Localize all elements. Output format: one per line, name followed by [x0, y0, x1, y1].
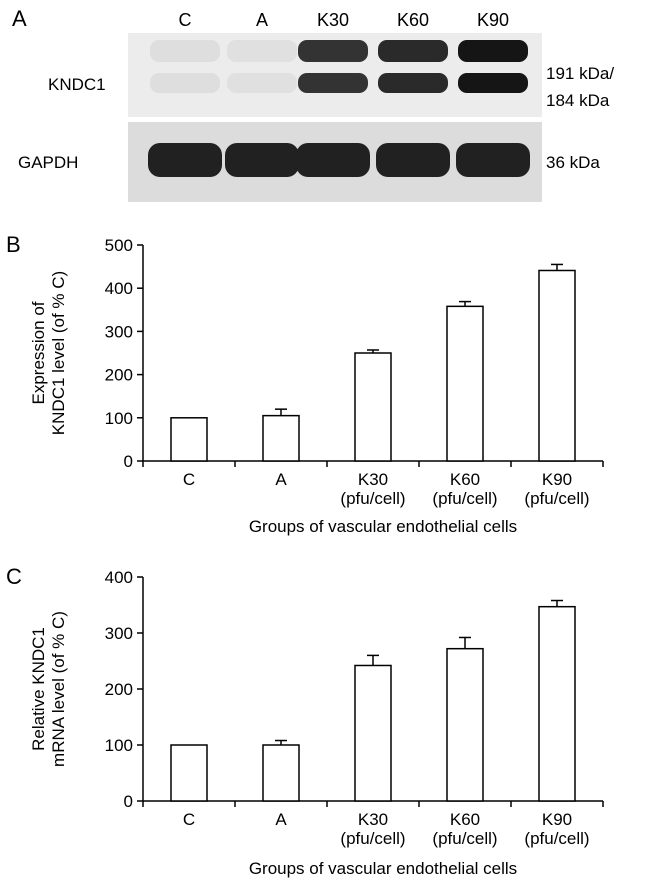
kndc1-band-lower-c — [150, 73, 220, 93]
x-tick-label-b-k60: K60 — [450, 470, 480, 489]
panel-b-letter: B — [6, 232, 21, 257]
x-tick-label-b-c: C — [183, 470, 195, 489]
kndc1-band-upper-k60 — [378, 40, 448, 62]
bar-c-k60 — [446, 647, 484, 802]
y-tick-label-c-400: 400 — [105, 568, 133, 587]
lane-label-a: A — [256, 10, 268, 30]
gapdh-blot-label: GAPDH — [18, 153, 78, 172]
bar-b-k60 — [446, 305, 484, 462]
y-axis-label-b-line1: Expression of — [29, 301, 48, 404]
panel-c-letter: C — [6, 564, 22, 589]
y-tick-label-b-400: 400 — [105, 279, 133, 298]
y-tick-label-b-0: 0 — [124, 452, 133, 471]
x-tick-label-b-a: A — [275, 470, 287, 489]
x-tick-label-b-k90-unit: (pfu/cell) — [524, 489, 589, 508]
bar-c-a — [262, 744, 300, 802]
kndc1-bands — [150, 40, 528, 93]
gapdh-band-k30 — [296, 143, 370, 177]
kndc1-blot-label: KNDC1 — [48, 75, 106, 94]
bar-c-k90 — [538, 605, 576, 802]
lane-label-k60: K60 — [397, 10, 429, 30]
gapdh-band-a — [225, 143, 299, 177]
x-axis-label-c: Groups of vascular endothelial cells — [249, 859, 517, 878]
kndc1-band-upper-a — [227, 40, 297, 62]
kndc1-size-label-191: 191 kDa/ — [546, 64, 614, 83]
x-tick-label-b-k90: K90 — [542, 470, 572, 489]
gapdh-band-c — [148, 143, 222, 177]
gapdh-band-k60 — [376, 143, 450, 177]
x-axis-label-b: Groups of vascular endothelial cells — [249, 517, 517, 536]
x-tick-label-c-k60: K60 — [450, 810, 480, 829]
x-tick-label-c-a: A — [275, 810, 287, 829]
panel-a-letter: A — [12, 6, 27, 31]
y-tick-label-b-300: 300 — [105, 322, 133, 341]
x-tick-label-b-k60-unit: (pfu/cell) — [432, 489, 497, 508]
y-tick-label-b-500: 500 — [105, 236, 133, 255]
panel-a: A C A K30 K60 K90 KNDC1 191 kDa/ 184 kDa GAP… — [12, 6, 614, 202]
gapdh-size-label: 36 kDa — [546, 153, 600, 172]
gapdh-bands — [148, 143, 530, 177]
bar-b-c — [170, 417, 208, 462]
kndc1-band-lower-k30 — [298, 73, 368, 93]
y-tick-label-b-100: 100 — [105, 409, 133, 428]
x-tick-label-c-c: C — [183, 810, 195, 829]
kndc1-band-upper-k90 — [458, 40, 528, 62]
bar-c-k30 — [354, 664, 392, 802]
bar-b-k30 — [354, 352, 392, 462]
lane-label-k30: K30 — [317, 10, 349, 30]
y-axis-label-c-line2: mRNA level (of % C) — [49, 611, 68, 767]
x-tick-label-c-k90-unit: (pfu/cell) — [524, 829, 589, 848]
y-axis-label-b-line2: KNDC1 level (of % C) — [49, 271, 68, 435]
y-tick-label-c-100: 100 — [105, 736, 133, 755]
x-tick-label-c-k30: K30 — [358, 810, 388, 829]
x-tick-label-c-k90: K90 — [542, 810, 572, 829]
x-tick-label-b-k30-unit: (pfu/cell) — [340, 489, 405, 508]
lane-label-k90: K90 — [477, 10, 509, 30]
kndc1-band-lower-a — [227, 73, 297, 93]
y-tick-label-c-0: 0 — [124, 792, 133, 811]
x-tick-label-c-k60-unit: (pfu/cell) — [432, 829, 497, 848]
bar-b-k90 — [538, 269, 576, 462]
kndc1-band-upper-c — [150, 40, 220, 62]
x-tick-label-b-k30: K30 — [358, 470, 388, 489]
y-axis-label-c-line1: Relative KNDC1 — [29, 627, 48, 751]
y-tick-label-b-200: 200 — [105, 366, 133, 385]
bar-b-a — [262, 414, 300, 462]
kndc1-size-label-184: 184 kDa — [546, 91, 610, 110]
lane-labels: C A K30 K60 K90 — [179, 10, 510, 30]
gapdh-band-k90 — [456, 143, 530, 177]
y-tick-label-c-200: 200 — [105, 680, 133, 699]
kndc1-band-lower-k60 — [378, 73, 448, 93]
bar-c-c — [170, 744, 208, 802]
y-tick-label-c-300: 300 — [105, 624, 133, 643]
kndc1-band-upper-k30 — [298, 40, 368, 62]
lane-label-c: C — [179, 10, 192, 30]
kndc1-band-lower-k90 — [458, 73, 528, 93]
x-tick-label-c-k30-unit: (pfu/cell) — [340, 829, 405, 848]
